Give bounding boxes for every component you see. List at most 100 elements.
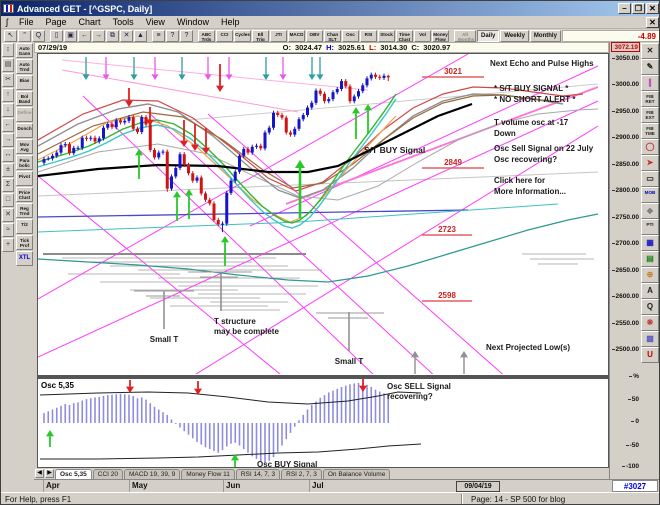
mob-study-icon[interactable]: MOB: [641, 187, 659, 203]
study-button-jti[interactable]: JTI: [270, 29, 287, 42]
zoom-icon[interactable]: Q: [32, 29, 45, 42]
tab-scroll-right[interactable]: ▶: [45, 469, 54, 478]
pencil-tool-icon[interactable]: ✎: [641, 59, 659, 75]
trendlines-tool-icon[interactable]: ∥: [641, 75, 659, 91]
period-button-monthly[interactable]: Monthly: [529, 29, 561, 42]
forward-icon[interactable]: →: [92, 29, 105, 42]
study-button-macd[interactable]: MACD: [288, 29, 305, 42]
study-button-abc-trds[interactable]: ABC Trds: [198, 29, 215, 42]
tab-cci-20[interactable]: CCI 20: [92, 469, 123, 479]
study-button-rsi[interactable]: RSI: [360, 29, 377, 42]
tool-button-donch[interactable]: Donch: [16, 123, 33, 138]
back-icon[interactable]: ←: [78, 29, 91, 42]
tool-button-para-bolic[interactable]: Para bolic: [16, 155, 33, 170]
help-icon[interactable]: ?: [166, 29, 179, 42]
tool-button-t-2[interactable]: T/2: [16, 219, 33, 234]
tool-button-mov-avg[interactable]: Mov Avg: [16, 139, 33, 154]
target-tool-icon[interactable]: ⊕: [641, 267, 659, 283]
tool-button-bias[interactable]: Bias: [16, 75, 33, 90]
magnifier-tool-icon[interactable]: Q: [641, 299, 659, 315]
tool-button-tick-prof[interactable]: Tick Prof: [16, 235, 33, 250]
period-button-all-months[interactable]: All Months: [454, 29, 476, 42]
tool-button-xtl[interactable]: XTL: [16, 251, 33, 266]
cut-study-icon[interactable]: ✂: [2, 73, 14, 87]
menu-window[interactable]: Window: [176, 16, 209, 27]
minimize-button[interactable]: –: [618, 3, 631, 14]
menu-view[interactable]: View: [145, 16, 165, 27]
menu-chart[interactable]: Chart: [78, 16, 101, 27]
tool-button-auto-trnd[interactable]: Auto Trnd: [16, 59, 33, 74]
tab-scroll-left[interactable]: ◀: [35, 469, 44, 478]
expand-icon[interactable]: ↔: [2, 148, 14, 162]
pointer-icon[interactable]: ↖: [4, 29, 17, 42]
tool-button-price-clust[interactable]: Price Clust: [16, 187, 33, 202]
study-button-chan-slt[interactable]: Chan SLT: [324, 29, 341, 42]
study-button-cci[interactable]: CCI: [216, 29, 233, 42]
period-button-daily[interactable]: Daily: [477, 29, 500, 42]
menu-file[interactable]: File: [19, 16, 34, 27]
page-lock-icon[interactable]: ▣: [64, 29, 77, 42]
quotes-icon[interactable]: ”: [18, 29, 31, 42]
pti-study-icon[interactable]: PTI: [641, 219, 659, 235]
menu-page[interactable]: Page: [45, 16, 67, 27]
arrow-right-icon[interactable]: →: [2, 133, 14, 147]
tool-button-auto-gann[interactable]: Auto Gann: [16, 43, 33, 58]
fib-extension-icon[interactable]: FIB EXT: [641, 107, 659, 123]
chart-icon[interactable]: ▲: [134, 29, 147, 42]
price-axis[interactable]: 3072.19 3050.00 3000.00 2950.00 2900.00 2850…: [609, 42, 640, 479]
mdi-child-icon[interactable]: ʃ: [6, 17, 8, 27]
study-button-cycles[interactable]: Cycles: [234, 29, 251, 42]
study-button-money-flow[interactable]: Money Flow: [432, 29, 449, 42]
ellipse-tool-icon[interactable]: ◯: [641, 139, 659, 155]
close-button[interactable]: ✕: [646, 3, 659, 14]
tab-macd-19-39-9[interactable]: MACD 19, 39, 9: [123, 469, 181, 479]
study-button-stock[interactable]: Stock: [378, 29, 395, 42]
tool-button-pivot[interactable]: Pivot: [16, 171, 33, 186]
tool-button-reg-trnd[interactable]: Reg Trnd: [16, 203, 33, 218]
profile-tool-icon[interactable]: ▤: [641, 251, 659, 267]
study-button-obv[interactable]: OBV: [306, 29, 323, 42]
fib-time-icon[interactable]: FIB TME: [641, 123, 659, 139]
menu-help[interactable]: Help: [220, 16, 240, 27]
rectangle-tool-icon[interactable]: ▭: [641, 171, 659, 187]
arrow-left-icon[interactable]: ←: [2, 118, 14, 132]
study-button-vol[interactable]: Vol: [414, 29, 431, 42]
crosshair-icon[interactable]: +: [2, 238, 14, 252]
hatch-tool-icon[interactable]: ▩: [641, 331, 659, 347]
study-button-osc[interactable]: Osc: [342, 29, 359, 42]
arrow-up-icon[interactable]: ↑: [2, 88, 14, 102]
copy-page-icon[interactable]: ⧉: [106, 29, 119, 42]
arrow-down-icon[interactable]: ↓: [2, 103, 14, 117]
pointer-tool-icon[interactable]: ↕: [2, 43, 14, 57]
maximize-button[interactable]: ❐: [632, 3, 645, 14]
delete-page-icon[interactable]: ✕: [120, 29, 133, 42]
color-tool-icon[interactable]: ❋: [641, 315, 659, 331]
main-price-chart[interactable]: Small T T structure may be complete Small T…: [37, 53, 609, 378]
page-tool-icon[interactable]: ▤: [2, 58, 14, 72]
context-help-icon[interactable]: ?: [180, 29, 193, 42]
undo-tool-icon[interactable]: U: [641, 347, 659, 363]
tool-button-define[interactable]: Define: [16, 107, 33, 122]
plus-minus-icon[interactable]: ±: [2, 163, 14, 177]
tab-money-flow-11[interactable]: Money Flow 11: [181, 469, 235, 479]
study-button-ell-trig[interactable]: Ell Trig: [252, 29, 269, 42]
gann-grid-icon[interactable]: ▦: [641, 235, 659, 251]
title-bar[interactable]: Advanced GET - [^GSPC, Daily] – ❐ ✕: [1, 1, 659, 16]
gann-angles-icon[interactable]: ➤: [641, 155, 659, 171]
fib-retracement-icon[interactable]: FIB RET: [641, 91, 659, 107]
tab-osc-5-35[interactable]: Osc 5,35: [55, 469, 92, 479]
box-icon[interactable]: □: [2, 193, 14, 207]
tool-button-bol-band[interactable]: Bol Band: [16, 91, 33, 106]
sum-icon[interactable]: Σ: [2, 178, 14, 192]
pivot-marker-icon[interactable]: ◆: [641, 203, 659, 219]
tab-rsi-2-7-3[interactable]: RSI 2, 7, 3: [281, 469, 322, 479]
waves-icon[interactable]: ≈: [2, 223, 14, 237]
mdi-close-button[interactable]: ✕: [646, 16, 659, 28]
text-tool-icon[interactable]: A: [641, 283, 659, 299]
period-button-weekly[interactable]: Weekly: [500, 29, 529, 42]
print-icon[interactable]: ≡: [152, 29, 165, 42]
study-button-time-clust[interactable]: Time Clust: [396, 29, 413, 42]
cross-lines-icon[interactable]: ✕: [2, 208, 14, 222]
oscillator-panel[interactable]: Osc 5,35 Osc BUY Signal Osc SELL Signal rec…: [37, 378, 609, 468]
tab-on-balance-volume[interactable]: On Balance Volume: [322, 469, 391, 479]
